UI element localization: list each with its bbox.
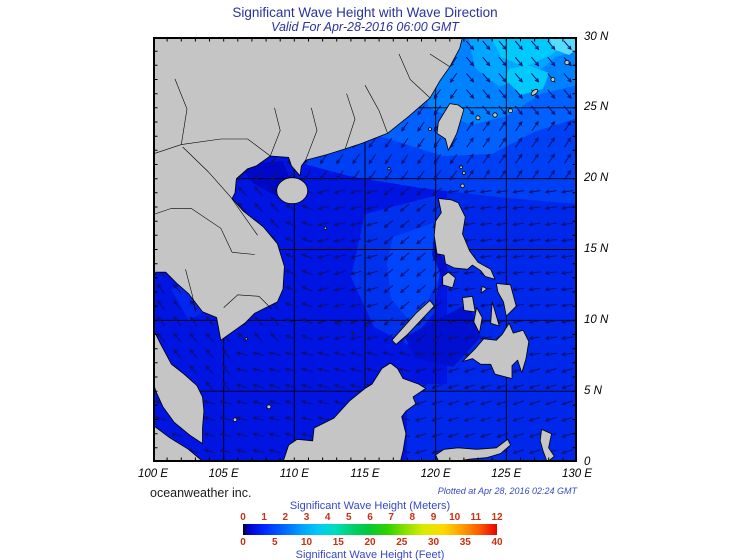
land-borneo bbox=[282, 362, 427, 463]
map-area bbox=[152, 36, 577, 463]
lon-label: 115 E bbox=[350, 468, 380, 480]
land-masbate bbox=[480, 285, 488, 294]
island-babuyan bbox=[460, 183, 465, 188]
land-palawan bbox=[391, 300, 435, 345]
land-halmahera bbox=[539, 429, 555, 463]
land-luzon bbox=[433, 198, 496, 280]
map-frame bbox=[153, 37, 577, 462]
island-batanes bbox=[459, 165, 464, 170]
wave-height-region-cyan-patch bbox=[505, 65, 549, 95]
island-batanes bbox=[461, 171, 466, 175]
land-panay bbox=[462, 295, 476, 313]
lat-label: 30 N bbox=[584, 30, 609, 43]
colorbar-tick: 10 bbox=[449, 512, 461, 523]
colorbar-tick: 40 bbox=[491, 537, 503, 548]
colorbar-tick: 20 bbox=[364, 537, 376, 548]
colorbar-tick: 5 bbox=[271, 537, 278, 548]
island-ryukyu bbox=[550, 77, 556, 82]
plotted-timestamp: Plotted at Apr 28, 2016 02:24 GMT bbox=[437, 486, 577, 496]
wave-height-region-luzon-core bbox=[387, 223, 439, 327]
island-natuna bbox=[266, 404, 272, 410]
colorbar-tick: 7 bbox=[388, 512, 394, 523]
colorbar-tick: 0 bbox=[240, 512, 246, 523]
colorbar-tick: 4 bbox=[324, 512, 331, 523]
lon-label: 130 E bbox=[561, 468, 593, 480]
island-paracel bbox=[323, 226, 328, 230]
island-pratas bbox=[387, 167, 391, 171]
island-ryukyu bbox=[492, 112, 498, 118]
colorbar-feet-scale: 0 5 10 15 20 25 30 35 40 bbox=[240, 537, 502, 548]
island-anambas bbox=[232, 417, 238, 422]
chart-title: Significant Wave Height with Wave Direct… bbox=[232, 5, 498, 20]
colorbar-title-meters: Significant Wave Height (Meters) bbox=[289, 500, 451, 512]
colorbar-tick: 2 bbox=[282, 512, 289, 523]
island-okinawa bbox=[530, 88, 539, 96]
colorbar-tick: 3 bbox=[303, 512, 310, 523]
island-ryukyu bbox=[508, 108, 513, 114]
colorbar-tick: 12 bbox=[491, 512, 503, 523]
lon-label: 120 E bbox=[420, 468, 451, 480]
colorbar-tick: 30 bbox=[427, 537, 440, 548]
lat-label: 10 N bbox=[584, 313, 609, 326]
colorbar-tick: 35 bbox=[459, 537, 471, 548]
colorbar-tick: 5 bbox=[346, 512, 352, 523]
colorbar-tick: 9 bbox=[430, 512, 437, 523]
colorbar-tick: 25 bbox=[396, 537, 408, 548]
lat-label: 5 N bbox=[584, 384, 602, 397]
land-mindoro bbox=[442, 271, 456, 289]
land-hainan bbox=[276, 177, 309, 205]
colorbar-meters-scale: 0 1 2 3 4 5 6 7 8 9 10 11 12 bbox=[240, 512, 502, 523]
colorbar-tick: 11 bbox=[470, 512, 482, 523]
island-penghu bbox=[428, 127, 432, 131]
island-ryukyu bbox=[564, 59, 570, 66]
degree-ticks bbox=[153, 37, 577, 462]
lat-label: 15 N bbox=[584, 243, 609, 255]
land-cebu-bohol bbox=[490, 301, 500, 327]
island-spratly bbox=[337, 322, 341, 326]
land-taiwan bbox=[436, 103, 465, 151]
colorbar-tick: 1 bbox=[261, 512, 267, 523]
colorbar-gradient bbox=[243, 524, 497, 535]
land-malay-peninsula bbox=[152, 328, 205, 444]
colorbar-tick: 8 bbox=[409, 512, 416, 523]
land-mindanao bbox=[462, 322, 530, 379]
lat-label: 20 N bbox=[584, 172, 609, 185]
wave-height-region-sulu bbox=[405, 303, 481, 367]
lon-label: 100 E bbox=[137, 468, 169, 480]
lon-label: 105 E bbox=[208, 468, 239, 480]
wave-height-region-cyan-peak bbox=[549, 37, 577, 55]
colorbar-tick: 15 bbox=[332, 537, 344, 548]
land-samar-leyte bbox=[496, 283, 517, 317]
chart-valid-time: Valid For Apr-28-2016 06:00 GMT bbox=[271, 20, 459, 34]
credit-text: oceanweather inc. bbox=[150, 486, 252, 500]
lon-label: 110 E bbox=[279, 468, 309, 480]
land-negros bbox=[473, 307, 483, 334]
land-sulawesi bbox=[435, 438, 511, 463]
colorbar-title-feet: Significant Wave Height (Feet) bbox=[295, 549, 445, 560]
island-ryukyu bbox=[475, 115, 481, 121]
lat-label: 25 N bbox=[584, 101, 609, 114]
island-conson bbox=[244, 337, 248, 341]
colorbar-tick: 10 bbox=[300, 537, 313, 548]
country-borders bbox=[152, 53, 450, 312]
land-china-indochina bbox=[152, 36, 463, 341]
colorbar-tick: 6 bbox=[367, 512, 373, 523]
island-spratly bbox=[365, 323, 369, 327]
wave-height-map bbox=[152, 36, 577, 463]
colorbar-tick: 0 bbox=[240, 537, 246, 548]
landmasses bbox=[152, 36, 570, 463]
island-spratly bbox=[351, 331, 355, 335]
lon-label: 125 E bbox=[491, 468, 522, 480]
lat-label: 0 bbox=[584, 455, 591, 468]
